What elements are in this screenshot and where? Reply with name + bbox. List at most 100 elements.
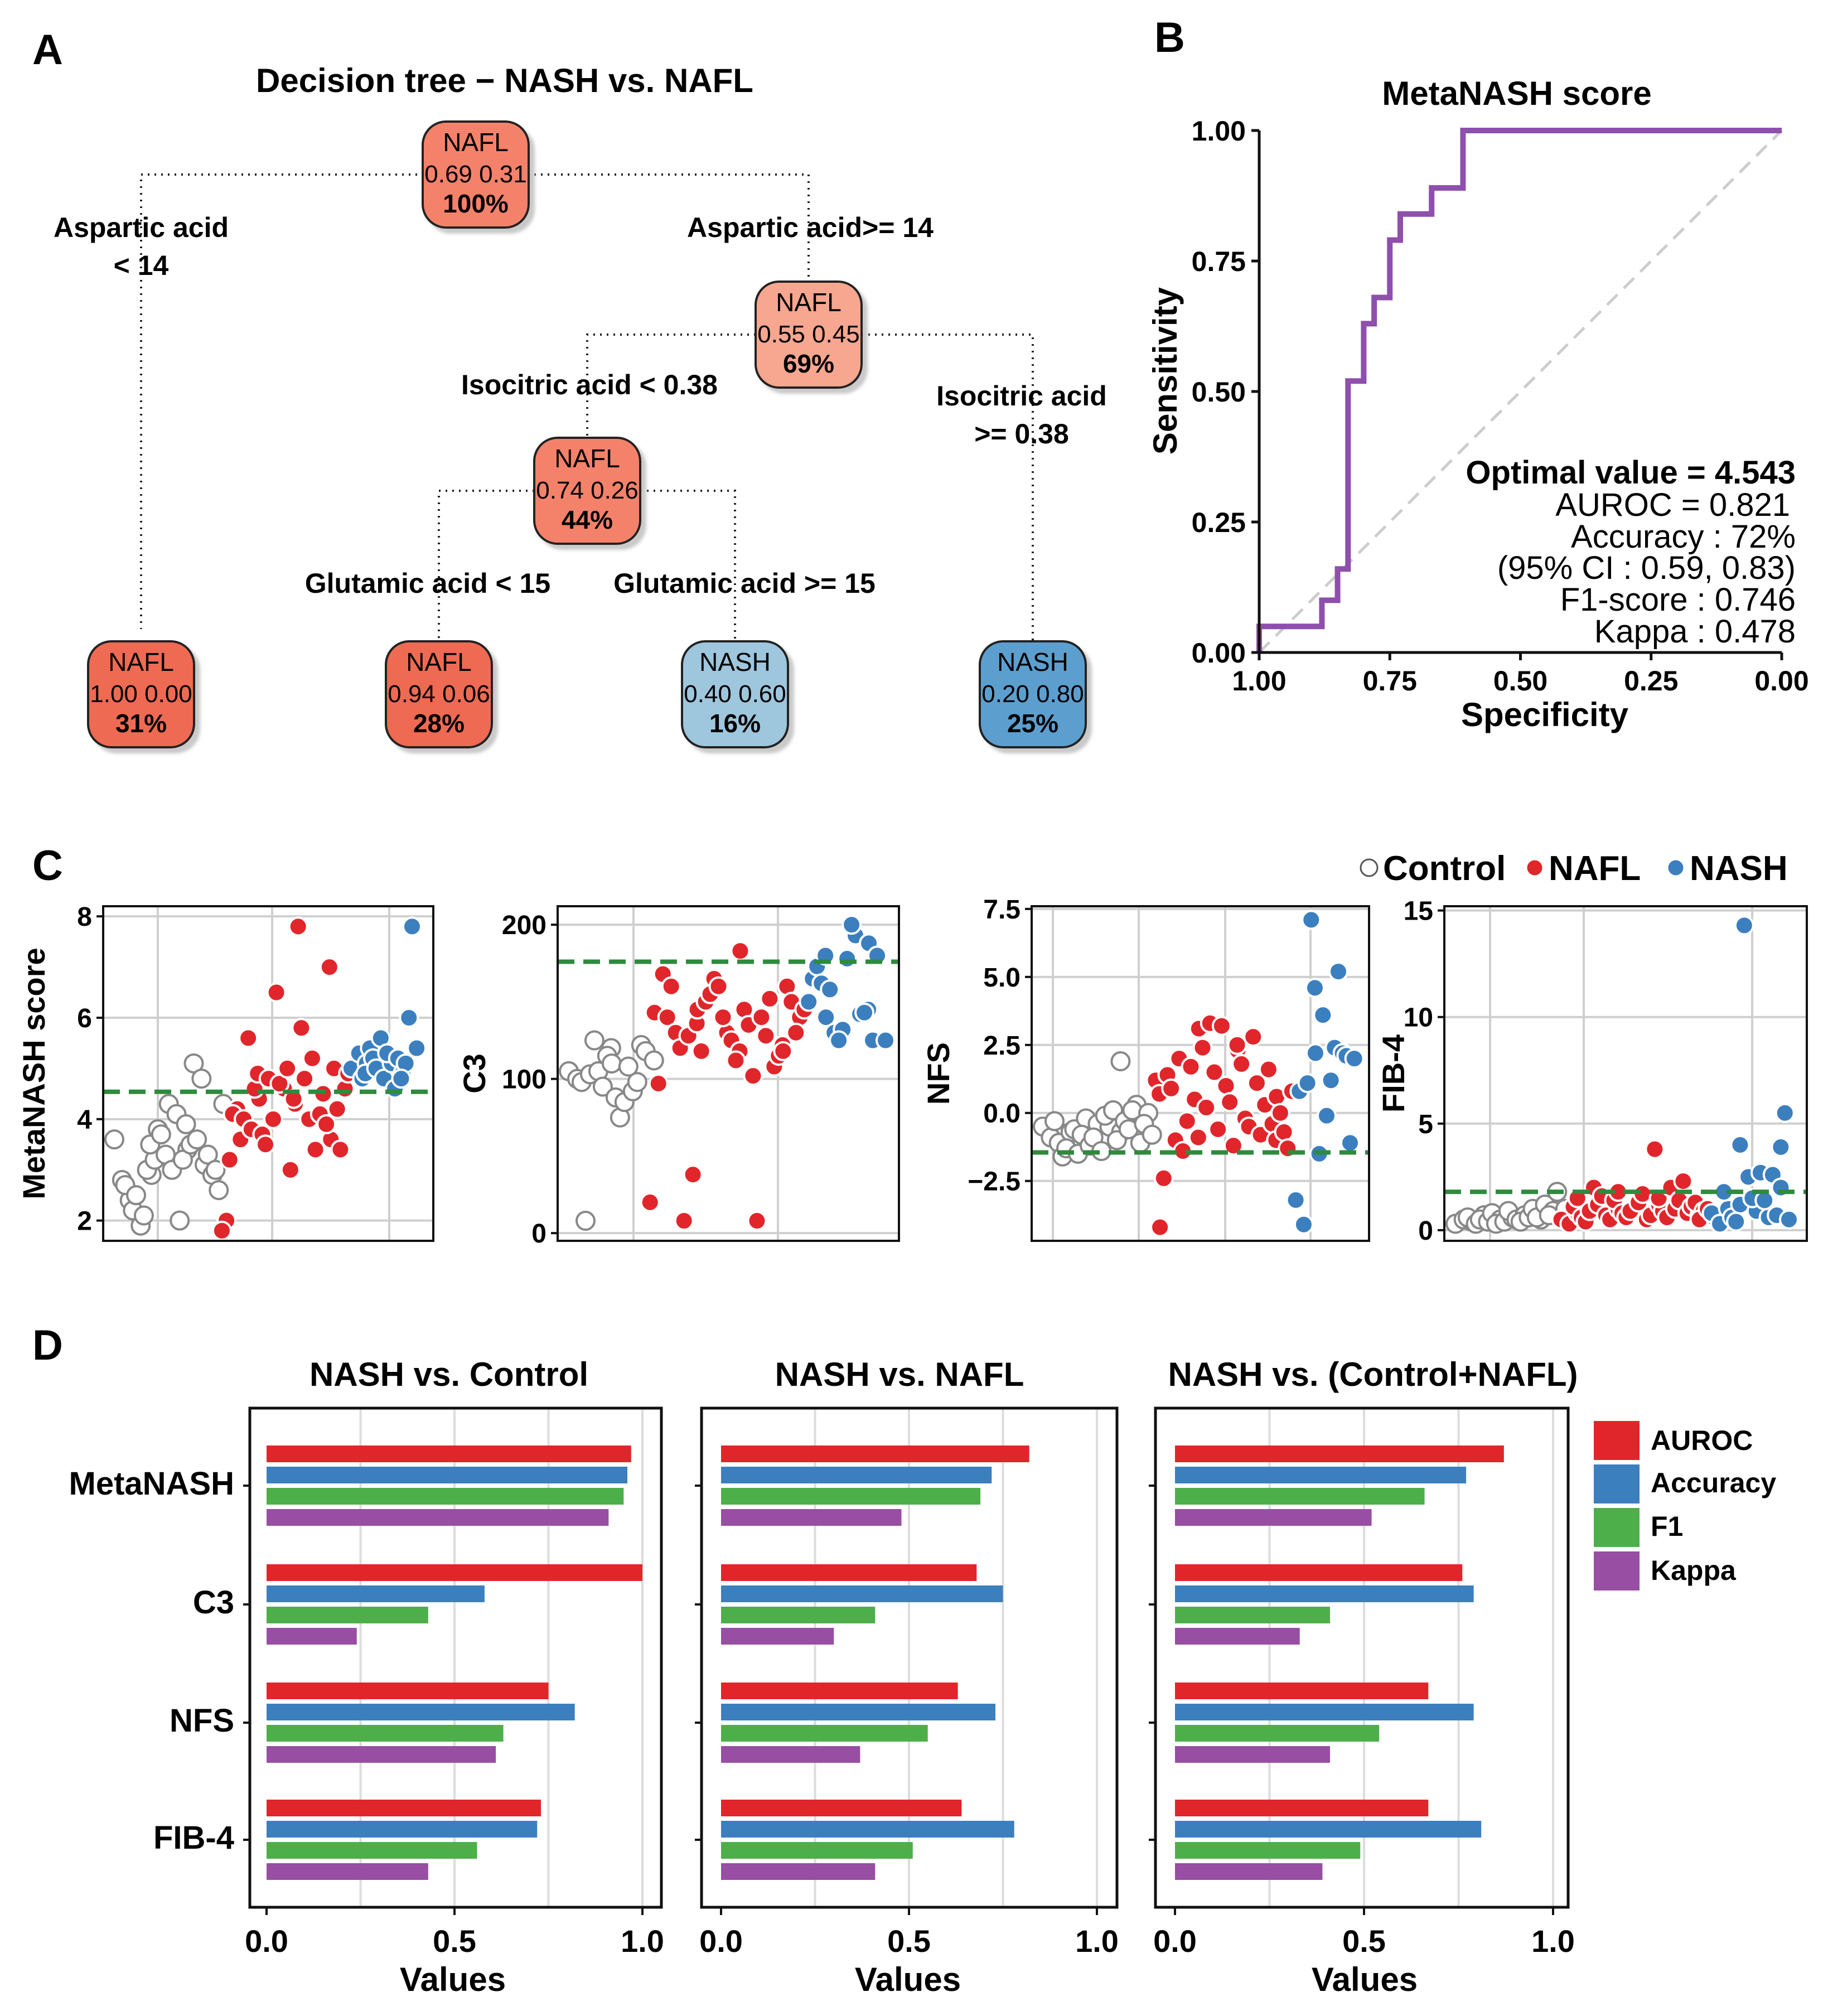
bar-x-tick-label: 1.0 (1075, 1923, 1119, 1959)
point-nafl (640, 1192, 660, 1212)
scatter-fib4: 0 5 10 15 FIB-4 (1376, 897, 1808, 1246)
point-nafl (1181, 1056, 1201, 1077)
bar-category-fib4: FIB-4 (153, 1820, 234, 1856)
tree-node-pct: 100% (443, 189, 509, 218)
bar-f1 (267, 1607, 428, 1623)
bar-xlabel-3: Values (1312, 1961, 1418, 1998)
roc-y-tick-label: 0.25 (1192, 507, 1246, 538)
legend-d: AUROC Accuracy F1 Kappa (1594, 1421, 1776, 1590)
point-control (191, 1069, 212, 1089)
point-nash (816, 1007, 836, 1028)
roc-annotations: Optimal value = 4.543 AUROC = 0.821 Accu… (1466, 455, 1796, 650)
roc-accuracy: Accuracy : 72% (1571, 519, 1796, 555)
point-control (205, 1159, 226, 1180)
roc-y-tick-label: 0.50 (1192, 376, 1246, 408)
legend-f1-swatch (1594, 1508, 1640, 1547)
legend-c: Control NAFL NASH (1360, 849, 1788, 888)
bar-kappa (267, 1863, 428, 1880)
bar-kappa (267, 1628, 357, 1645)
point-control (1142, 1124, 1162, 1145)
point-control (592, 1076, 613, 1097)
bar-auroc (1175, 1800, 1429, 1816)
bar-auroc (267, 1800, 541, 1816)
split-asp-left-1: Aspartic acid (54, 212, 229, 243)
tree-node-box (87, 640, 195, 748)
bar-panels: 0.0 0.5 1.0 0.0 0.5 1.0 0.0 0.5 1.0 (243, 1406, 1575, 1959)
legend-kappa-swatch (1594, 1551, 1640, 1590)
bar-x-tick-label: 0.0 (699, 1923, 743, 1959)
split-glu-right: Glutamic acid >= 15 (613, 568, 876, 599)
bar-accuracy (1175, 1821, 1482, 1838)
tree-node-class: NAFL (108, 647, 174, 676)
point-nafl (743, 1066, 763, 1086)
bar-kappa (267, 1509, 609, 1526)
point-nafl (1223, 1135, 1244, 1156)
point-nafl (1204, 1062, 1225, 1082)
point-nafl (302, 1048, 322, 1069)
point-nafl (1258, 1059, 1279, 1080)
scatter-y-tick-label: 8 (77, 902, 92, 932)
bar-accuracy (721, 1585, 1003, 1602)
point-nash (1779, 1209, 1799, 1230)
scatter-frame (102, 905, 434, 1242)
scatter-y-tick-label: −2.5 (968, 1167, 1021, 1197)
scatter-ylabel: MetaNASH score (16, 947, 51, 1199)
point-nash (1730, 1135, 1750, 1156)
split-labels: Aspartic acid < 14 Aspartic acid>= 14 Is… (54, 212, 1107, 599)
bar-xlabel-1: Values (400, 1961, 506, 1998)
roc-curve (1256, 128, 1782, 652)
roc-kappa: Kappa : 0.478 (1594, 613, 1796, 650)
point-nafl (1270, 1103, 1290, 1123)
bar-frame (1154, 1406, 1570, 1909)
point-nafl (1192, 1037, 1213, 1058)
point-nash (1328, 961, 1348, 982)
point-nafl (1196, 1097, 1217, 1118)
legend-nash-marker (1666, 858, 1685, 877)
scatter-y-tick-label: 7.5 (983, 895, 1021, 925)
roc-title: MetaNASH score (1382, 75, 1652, 112)
bar-auroc (721, 1564, 977, 1581)
legend-auroc-swatch (1594, 1421, 1640, 1460)
point-nash (1304, 978, 1325, 998)
point-nash (1754, 1190, 1775, 1211)
point-nafl (756, 1026, 776, 1046)
bar-kappa (1175, 1509, 1372, 1526)
bar-accuracy (267, 1821, 538, 1838)
point-nafl (1227, 1034, 1247, 1055)
bar-x-tick-label: 0.0 (245, 1923, 288, 1959)
point-control (618, 1056, 639, 1077)
tree-node-probs: 0.74 0.26 (536, 477, 639, 504)
point-control (104, 1129, 124, 1150)
bar-f1 (721, 1725, 928, 1742)
bar-x-tick-label: 0.5 (887, 1923, 931, 1959)
bar-kappa (721, 1746, 860, 1763)
tree-node-pct: 69% (783, 349, 834, 378)
roc-f1: F1-score : 0.746 (1560, 582, 1796, 618)
point-nafl (1161, 1078, 1182, 1099)
point-nash (842, 915, 862, 935)
roc-ci: (95% CI : 0.59, 0.83) (1497, 550, 1796, 586)
bar-kappa (721, 1509, 902, 1526)
roc-y-tick-label: 0.75 (1192, 246, 1246, 277)
point-control (209, 1180, 229, 1201)
bar-accuracy (1175, 1467, 1467, 1483)
point-nafl (648, 1073, 669, 1094)
tree-node-class: NASH (997, 647, 1068, 676)
roc-xlabel: Specificity (1461, 696, 1629, 733)
point-nash (1301, 910, 1322, 930)
point-nafl (691, 1041, 712, 1061)
bar-category-metanash: MetaNASH (69, 1466, 235, 1502)
scatter-y-tick-label: 0 (1418, 1216, 1433, 1246)
point-nash (1340, 1133, 1360, 1153)
bar-f1 (1175, 1725, 1380, 1742)
bar-auroc (721, 1445, 1029, 1462)
bar-f1 (1175, 1488, 1425, 1505)
point-control (575, 1211, 596, 1231)
point-control (126, 1185, 147, 1206)
point-nafl (751, 1007, 772, 1028)
point-nafl (1243, 1027, 1264, 1047)
tree-node-box (681, 640, 789, 748)
roc-x-tick-label: 1.00 (1232, 665, 1286, 697)
